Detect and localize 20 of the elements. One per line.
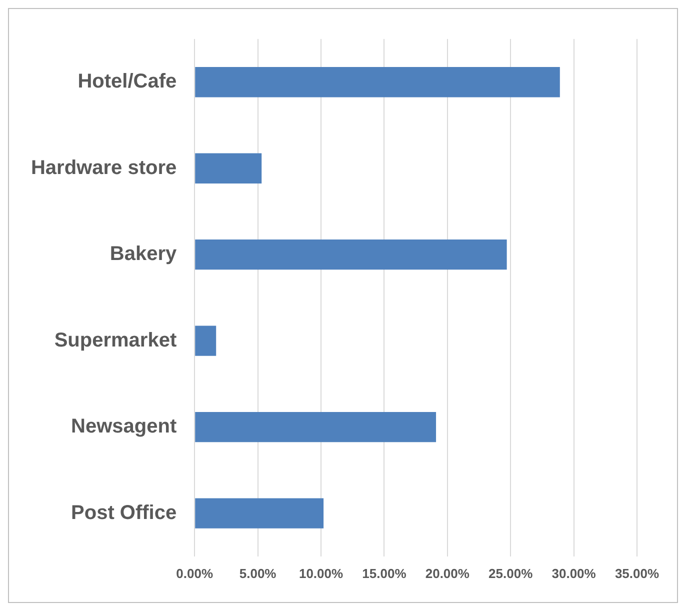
- x-tick-label: 20.00%: [425, 566, 470, 581]
- bar: [195, 412, 436, 442]
- y-tick-label: Hardware store: [30, 156, 177, 179]
- y-tick-label: Hotel/Cafe: [78, 70, 177, 93]
- y-tick-label: Supermarket: [54, 329, 177, 352]
- x-tick-label: 30.00%: [552, 566, 596, 581]
- x-tick-label: 0.00%: [176, 566, 214, 581]
- x-tick-label: 5.00%: [239, 566, 277, 581]
- bar: [195, 326, 216, 356]
- y-tick-label: Post Office: [71, 502, 177, 524]
- bar: [195, 153, 262, 184]
- bar: [195, 239, 507, 270]
- bar: [195, 67, 560, 98]
- y-tick-label: Newsagent: [71, 416, 177, 438]
- bar: [195, 498, 324, 528]
- y-tick-label: Bakery: [110, 243, 178, 266]
- x-tick-label: 15.00%: [362, 566, 407, 581]
- x-tick-label: 25.00%: [488, 566, 534, 581]
- x-tick-label: 35.00%: [614, 566, 660, 581]
- x-tick-label: 10.00%: [298, 566, 344, 581]
